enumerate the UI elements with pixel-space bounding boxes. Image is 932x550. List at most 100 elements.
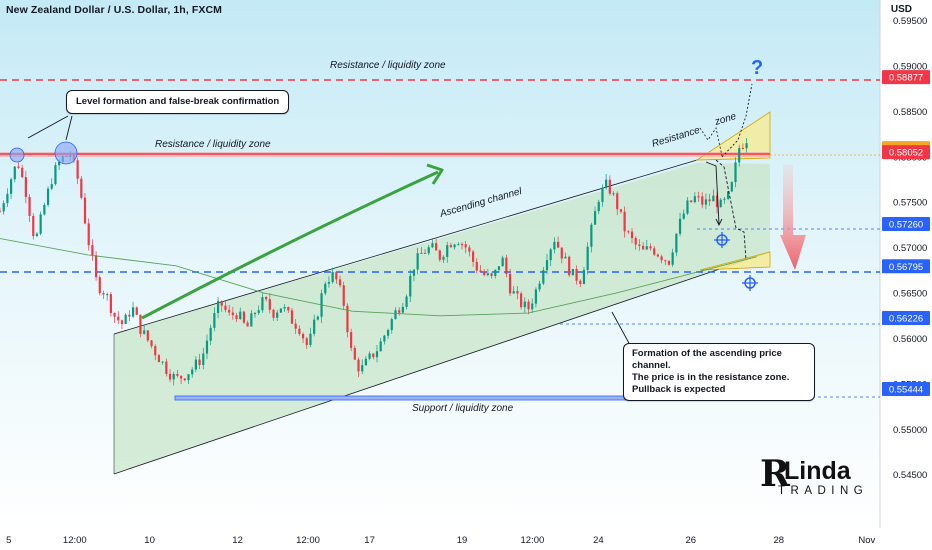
candle-body	[301, 333, 305, 339]
candle-body	[468, 247, 471, 252]
candle-body	[682, 213, 685, 219]
candle-body	[660, 256, 663, 261]
logo-letter: R	[760, 453, 790, 495]
moving-average-line	[0, 238, 757, 317]
candle-body	[401, 306, 404, 313]
candle-body	[675, 233, 678, 253]
y-tick-label: 0.54500	[893, 470, 927, 481]
candle-body	[168, 373, 172, 380]
candle-body	[283, 307, 286, 309]
channel-upper-line	[113, 159, 698, 335]
y-tick-label: 0.55000	[893, 425, 927, 436]
candle-body	[664, 260, 667, 262]
candle-body	[0, 211, 2, 213]
candle-body	[649, 246, 652, 249]
bullish-arrow-head	[426, 163, 444, 185]
candle-body	[386, 330, 390, 336]
candle-body	[508, 273, 512, 294]
candle-body	[390, 319, 393, 331]
candle-body	[242, 311, 246, 323]
candle-body	[634, 238, 637, 245]
candles-layer	[0, 138, 748, 386]
price-tag-box	[882, 217, 930, 232]
candle-body	[486, 273, 489, 276]
candle-body	[276, 312, 279, 318]
candle-body	[520, 293, 523, 308]
candle-body	[80, 178, 83, 198]
candle-body	[353, 347, 356, 360]
y-tick-label: 0.57500	[893, 198, 927, 209]
brand-logo: R Linda TRADING	[760, 453, 863, 500]
candle-body	[216, 300, 220, 314]
candle-body	[446, 245, 449, 257]
candle-body	[194, 359, 197, 370]
resistance-triangle	[695, 111, 771, 161]
y-tick-label: 0.56000	[893, 334, 927, 345]
candle-body	[690, 200, 693, 203]
candle-body	[531, 303, 534, 310]
candle-body	[605, 179, 608, 189]
candle-body	[549, 249, 552, 261]
x-tick-label: 12:00	[296, 535, 320, 546]
candle-body	[28, 196, 31, 216]
candle-body	[6, 193, 9, 204]
candle-body	[91, 245, 94, 256]
candle-body	[638, 244, 641, 246]
chart-title: New Zealand Dollar / U.S. Dollar, 1h, FX…	[6, 4, 222, 16]
price-tag-box	[882, 381, 930, 396]
candle-body	[556, 241, 560, 248]
candle-body	[139, 314, 142, 334]
question-mark: ?	[751, 57, 763, 79]
price-tag-label: 0.55444	[889, 384, 923, 395]
candle-body	[305, 338, 308, 345]
candle-body	[268, 299, 271, 310]
candle-body	[523, 301, 526, 308]
candle-body	[76, 160, 79, 179]
candle-body	[475, 261, 478, 271]
candle-body	[616, 193, 619, 210]
candle-body	[102, 293, 105, 295]
candle-body	[324, 283, 327, 294]
x-tick-label: 26	[686, 535, 697, 546]
x-tick-label: 12:00	[63, 535, 87, 546]
candle-body	[24, 177, 27, 197]
candle-body	[394, 310, 397, 320]
candle-body	[113, 312, 116, 317]
candle-body	[220, 300, 223, 306]
x-tick-label: 28	[774, 535, 785, 546]
candle-body	[261, 297, 264, 311]
candle-body	[346, 305, 349, 333]
candle-body	[405, 296, 408, 307]
candle-body	[379, 341, 382, 352]
candle-body	[545, 260, 549, 271]
candle-body	[187, 374, 190, 381]
candle-body	[460, 244, 464, 246]
candle-body	[512, 291, 515, 294]
candle-body	[46, 188, 50, 205]
projection-path-down-2	[715, 159, 747, 261]
candle-body	[257, 310, 260, 314]
candle-body	[316, 316, 319, 320]
candle-body	[693, 196, 696, 203]
candle-body	[94, 255, 98, 278]
candle-body	[667, 260, 671, 265]
candle-body	[416, 253, 419, 270]
candle-body	[131, 307, 135, 317]
price-tag-box	[882, 310, 930, 325]
projection-path-up	[721, 83, 753, 158]
candle-body	[253, 313, 257, 315]
price-tag-label: 0.57260	[889, 220, 923, 231]
candle-body	[494, 269, 497, 276]
candle-body	[438, 250, 441, 260]
candle-body	[294, 323, 297, 329]
candle-body	[697, 196, 700, 198]
candle-body	[87, 223, 90, 246]
candle-body	[290, 310, 294, 324]
candle-body	[32, 215, 35, 237]
time-axis-labels: 5 12:00 10 12 12:00 17 19 12:00 24 26 28 Nov	[6, 535, 875, 546]
candle-body	[597, 201, 600, 212]
candle-body	[54, 165, 57, 185]
candle-body	[612, 193, 615, 195]
